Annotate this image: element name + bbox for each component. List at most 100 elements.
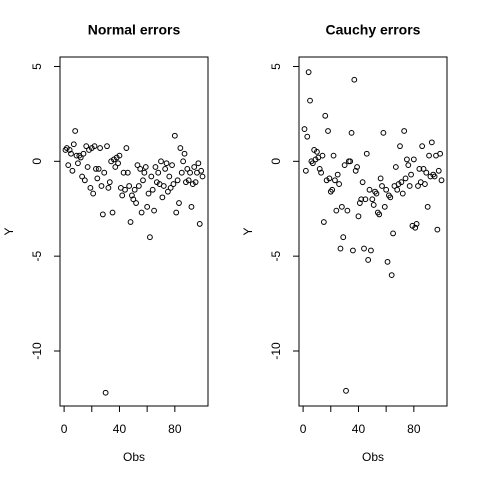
- point: [145, 190, 152, 197]
- y-tick-label: 5: [30, 63, 44, 70]
- point: [134, 162, 141, 169]
- point: [347, 158, 354, 165]
- point: [381, 203, 388, 210]
- point: [152, 164, 159, 170]
- point: [173, 209, 180, 216]
- point: [348, 129, 355, 136]
- point: [359, 179, 366, 186]
- point: [304, 133, 311, 140]
- point: [318, 169, 324, 176]
- y-tick-label: -5: [30, 250, 44, 261]
- point: [80, 150, 87, 157]
- point: [406, 183, 413, 189]
- point: [394, 186, 401, 193]
- point: [87, 184, 94, 191]
- point: [65, 162, 72, 169]
- panel-title: Cauchy errors: [326, 22, 421, 38]
- x-axis-label: Obs: [362, 450, 384, 464]
- point: [352, 167, 359, 174]
- point: [365, 257, 372, 263]
- point: [356, 200, 363, 206]
- panel: Normal errors Obs Y 0 40 80 5 0 -5 -10: [2, 22, 209, 464]
- point: [196, 221, 203, 227]
- point: [181, 150, 188, 157]
- y-tick-label: 5: [269, 63, 283, 70]
- y-tick-label: 0: [269, 158, 283, 165]
- point: [305, 69, 312, 76]
- point: [326, 175, 333, 182]
- point: [322, 112, 329, 119]
- point: [344, 207, 351, 214]
- point: [404, 156, 410, 163]
- point: [379, 183, 385, 189]
- point: [112, 164, 119, 170]
- point: [171, 132, 178, 139]
- point: [420, 166, 427, 172]
- point: [438, 177, 445, 184]
- point: [320, 219, 327, 225]
- y-tick-label: -10: [269, 342, 283, 360]
- point: [337, 245, 344, 252]
- point: [130, 196, 137, 203]
- point: [426, 152, 432, 159]
- point: [358, 196, 365, 203]
- point: [412, 224, 419, 231]
- point: [84, 164, 91, 170]
- x-axis-label: Obs: [123, 450, 145, 464]
- point: [408, 171, 414, 178]
- point: [422, 181, 428, 187]
- panel: Cauchy errors Obs Y 0 40 80 5 0 -5 -10: [241, 22, 448, 464]
- point: [184, 166, 191, 172]
- x-tick-label: 80: [407, 422, 421, 436]
- point: [72, 128, 79, 134]
- point: [355, 213, 362, 220]
- point: [124, 169, 131, 176]
- point: [366, 186, 373, 193]
- point: [90, 190, 97, 197]
- point: [180, 158, 187, 165]
- point: [325, 128, 331, 134]
- point: [70, 141, 77, 148]
- point: [155, 169, 162, 176]
- point: [195, 160, 202, 167]
- point: [167, 184, 174, 191]
- point: [369, 196, 376, 203]
- point: [191, 164, 198, 170]
- point: [401, 128, 408, 134]
- point: [410, 156, 417, 163]
- point: [68, 150, 74, 157]
- y-tick-label: -5: [269, 250, 283, 261]
- point: [151, 207, 157, 214]
- point: [163, 160, 170, 167]
- point: [350, 247, 356, 254]
- point: [81, 177, 88, 184]
- point: [91, 143, 98, 150]
- point: [109, 209, 116, 216]
- point: [106, 179, 113, 186]
- point: [377, 175, 384, 182]
- point: [413, 221, 420, 227]
- point: [135, 183, 142, 189]
- point: [388, 272, 395, 279]
- point: [77, 154, 84, 161]
- point: [405, 162, 412, 169]
- point: [79, 173, 85, 180]
- point: [69, 167, 76, 174]
- point: [419, 143, 426, 150]
- point: [434, 226, 441, 233]
- point: [354, 164, 360, 170]
- point: [316, 166, 323, 172]
- point: [188, 203, 195, 210]
- point: [127, 219, 134, 225]
- point: [165, 188, 171, 195]
- point: [363, 150, 370, 157]
- point: [75, 160, 81, 167]
- point: [119, 192, 126, 199]
- point: [176, 200, 182, 206]
- x-tick-label: 0: [300, 422, 307, 436]
- point: [102, 389, 109, 396]
- point: [370, 202, 377, 208]
- point: [338, 203, 345, 210]
- point: [93, 166, 99, 172]
